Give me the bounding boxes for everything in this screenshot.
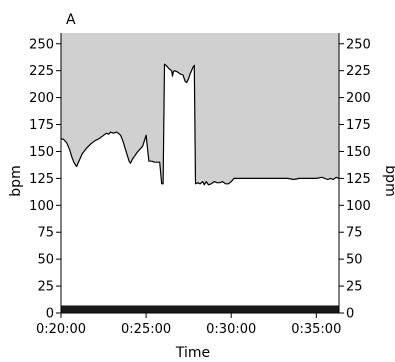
y-tick-label-left: 225 [29, 64, 54, 79]
y-tick-label-left: 175 [29, 118, 54, 133]
y-tick-label-right: 225 [346, 64, 371, 79]
bottom-bar [61, 305, 339, 313]
y-tick-label-left: 100 [29, 199, 54, 214]
y-axis-title-left: bpm [8, 165, 24, 196]
y-tick-label-right: 125 [346, 172, 371, 187]
y-tick-label-left: 50 [37, 253, 54, 268]
y-tick-label-left: 150 [29, 145, 54, 160]
y-axis-title-right: bpm [382, 165, 395, 196]
y-tick-label-right: 175 [346, 118, 371, 133]
shaded-area [61, 33, 339, 185]
x-tick-label: 0:20:00 [36, 322, 86, 337]
y-tick-label-right: 200 [346, 91, 371, 106]
x-tick-label: 0:25:00 [121, 322, 171, 337]
axes: 0 0 25 25 50 50 75 75 100 100 125 125 150 150 175 175 20… [29, 33, 371, 337]
x-tick-label: 0:35:00 [291, 322, 341, 337]
y-tick-label-left: 0 [46, 307, 54, 322]
x-tick-label: 0:30:00 [206, 322, 256, 337]
y-tick-label-right: 250 [346, 37, 371, 52]
x-axis-title: Time [175, 345, 210, 361]
series-line [60, 63, 340, 186]
y-tick-label-left: 75 [37, 226, 54, 241]
y-tick-label-right: 150 [346, 145, 371, 160]
y-tick-label-right: 100 [346, 199, 371, 214]
y-tick-label-left: 200 [29, 91, 54, 106]
plot-area [60, 33, 340, 313]
y-tick-label-left: 125 [29, 172, 54, 187]
y-tick-label-right: 0 [346, 307, 354, 322]
y-tick-label-right: 25 [346, 280, 363, 295]
y-tick-label-right: 50 [346, 253, 363, 268]
y-tick-label-right: 75 [346, 226, 363, 241]
panel-label: A [66, 12, 76, 28]
y-tick-label-left: 25 [37, 280, 54, 295]
y-tick-label-left: 250 [29, 37, 54, 52]
